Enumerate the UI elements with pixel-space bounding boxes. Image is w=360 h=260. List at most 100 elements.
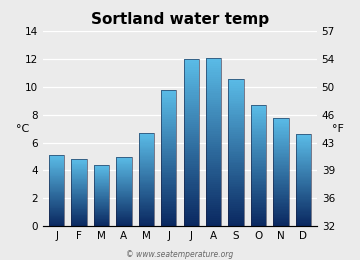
Bar [229, 110, 244, 112]
Bar [251, 164, 266, 166]
Bar [139, 196, 154, 197]
Bar [139, 149, 154, 150]
Bar [49, 223, 64, 224]
Bar [229, 82, 244, 84]
Bar [139, 139, 154, 140]
Bar [296, 152, 311, 153]
Bar [94, 205, 109, 206]
Bar [71, 177, 87, 178]
Bar [161, 136, 176, 138]
Bar [251, 184, 266, 185]
Bar [184, 147, 199, 149]
Bar [206, 112, 221, 115]
Bar [94, 188, 109, 189]
Bar [49, 182, 64, 183]
Bar [116, 158, 131, 159]
Bar [116, 172, 131, 173]
Bar [296, 171, 311, 172]
Bar [251, 214, 266, 216]
Bar [161, 185, 176, 187]
Bar [296, 222, 311, 223]
Bar [139, 199, 154, 200]
Bar [184, 95, 199, 97]
Bar [139, 198, 154, 199]
Bar [296, 183, 311, 184]
Bar [71, 215, 87, 216]
Bar [251, 144, 266, 146]
Bar [273, 168, 289, 169]
Bar [184, 138, 199, 141]
Bar [71, 162, 87, 163]
Bar [49, 155, 64, 156]
Bar [161, 141, 176, 142]
Bar [94, 207, 109, 208]
Bar [94, 186, 109, 187]
Bar [229, 123, 244, 125]
Bar [251, 137, 266, 138]
Bar [273, 176, 289, 177]
Bar [49, 181, 64, 182]
Bar [94, 182, 109, 183]
Bar [71, 187, 87, 188]
Bar [139, 159, 154, 160]
Bar [94, 200, 109, 201]
Bar [273, 136, 289, 138]
Bar [49, 186, 64, 187]
Bar [273, 171, 289, 172]
Bar [206, 155, 221, 157]
Bar [296, 201, 311, 202]
Bar [206, 201, 221, 203]
Bar [206, 220, 221, 222]
Bar [273, 222, 289, 224]
Bar [49, 160, 64, 161]
Bar [206, 144, 221, 146]
Bar [71, 163, 87, 164]
Bar [71, 190, 87, 191]
Bar [71, 224, 87, 225]
Bar [49, 220, 64, 221]
Bar [161, 124, 176, 126]
Bar [184, 199, 199, 201]
Bar [94, 213, 109, 214]
Bar [49, 191, 64, 192]
Bar [116, 185, 131, 186]
Bar [116, 169, 131, 170]
Bar [273, 118, 289, 226]
Bar [206, 75, 221, 77]
Bar [206, 148, 221, 150]
Bar [184, 72, 199, 74]
Bar [116, 201, 131, 202]
Bar [296, 188, 311, 190]
Bar [139, 184, 154, 185]
Bar [139, 203, 154, 204]
Bar [296, 147, 311, 148]
Bar [139, 177, 154, 178]
Bar [71, 160, 87, 161]
Bar [296, 161, 311, 162]
Bar [296, 210, 311, 211]
Bar [139, 163, 154, 164]
Bar [296, 180, 311, 181]
Bar [71, 208, 87, 209]
Bar [296, 202, 311, 203]
Bar [161, 218, 176, 219]
Bar [184, 97, 199, 99]
Bar [161, 90, 176, 92]
Bar [161, 103, 176, 105]
Bar [229, 125, 244, 127]
Bar [139, 153, 154, 154]
Bar [94, 215, 109, 216]
Bar [206, 58, 221, 60]
Bar [49, 193, 64, 194]
Bar [139, 217, 154, 218]
Bar [229, 130, 244, 132]
Bar [273, 203, 289, 204]
Bar [229, 147, 244, 149]
Bar [139, 182, 154, 183]
Bar [251, 132, 266, 134]
Text: © www.seatemperature.org: © www.seatemperature.org [126, 250, 234, 259]
Bar [296, 153, 311, 154]
Bar [116, 219, 131, 220]
Bar [251, 196, 266, 197]
Bar [94, 195, 109, 196]
